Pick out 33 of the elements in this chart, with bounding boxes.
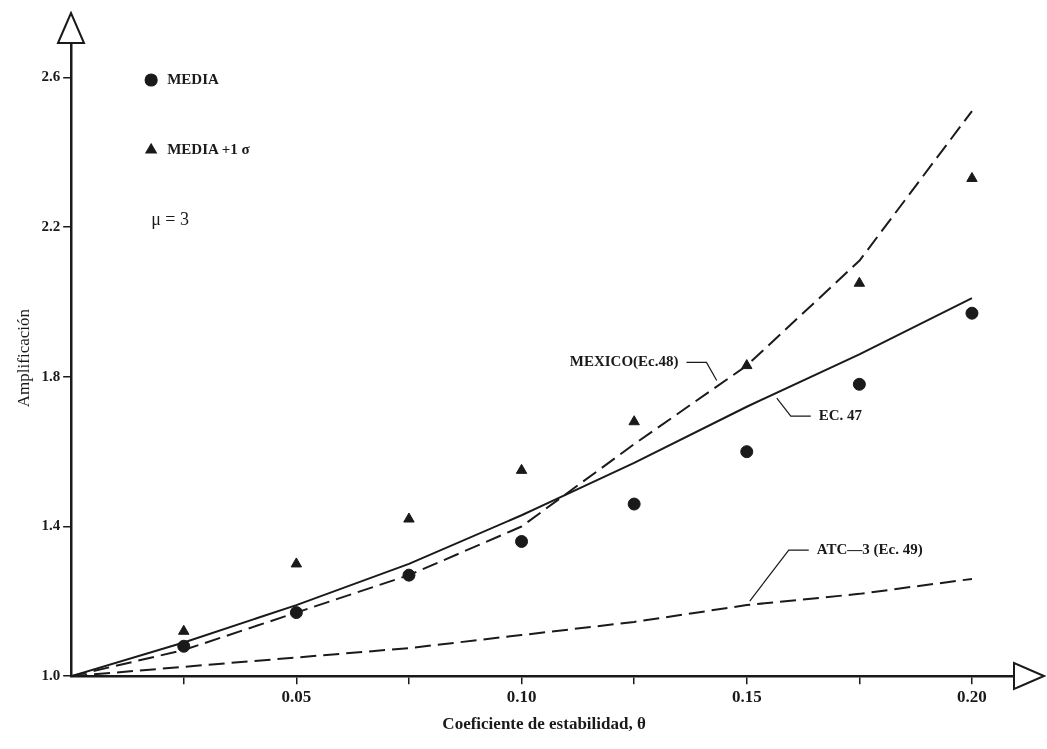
text: MEXICO(Ec.48) xyxy=(569,353,679,371)
point xyxy=(515,463,528,474)
point xyxy=(627,497,641,511)
legend-label: MEDIA xyxy=(167,70,219,87)
point xyxy=(740,445,754,459)
point xyxy=(403,512,415,523)
y-axis-title: Amplificación xyxy=(13,308,33,408)
point xyxy=(741,359,753,370)
point xyxy=(966,171,978,182)
point xyxy=(289,606,303,620)
x-tick-label: 0.10 xyxy=(506,686,537,706)
y-tick-label: 1.8 xyxy=(41,367,61,384)
point xyxy=(177,639,191,653)
point xyxy=(178,624,190,635)
x-tick-label: 0.15 xyxy=(731,686,762,706)
annotation: μ = 3 xyxy=(151,208,189,229)
x-axis-title: Coeficiente de estabilidad, θ xyxy=(442,714,646,734)
y-tick-label: 1.0 xyxy=(41,667,61,684)
x-tick-label: 0.05 xyxy=(281,686,312,706)
legend-label: MEDIA +1 σ xyxy=(167,140,251,157)
y-tick-label: 2.2 xyxy=(41,217,61,234)
y-tick-label: 2.6 xyxy=(41,68,61,85)
x-tick-label: 0.20 xyxy=(957,686,987,706)
point xyxy=(852,377,866,391)
point xyxy=(290,557,303,568)
series-label: ATC—3 (Ec. 49) xyxy=(816,540,923,558)
point xyxy=(628,415,640,426)
point xyxy=(515,534,529,548)
point xyxy=(965,306,979,320)
legend-label: EC. 47 xyxy=(818,407,863,424)
point xyxy=(853,276,866,287)
point xyxy=(402,568,416,582)
y-tick-label: 1.4 xyxy=(41,517,61,534)
